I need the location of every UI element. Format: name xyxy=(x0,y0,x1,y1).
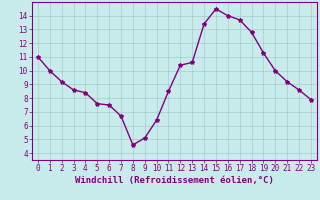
X-axis label: Windchill (Refroidissement éolien,°C): Windchill (Refroidissement éolien,°C) xyxy=(75,176,274,185)
